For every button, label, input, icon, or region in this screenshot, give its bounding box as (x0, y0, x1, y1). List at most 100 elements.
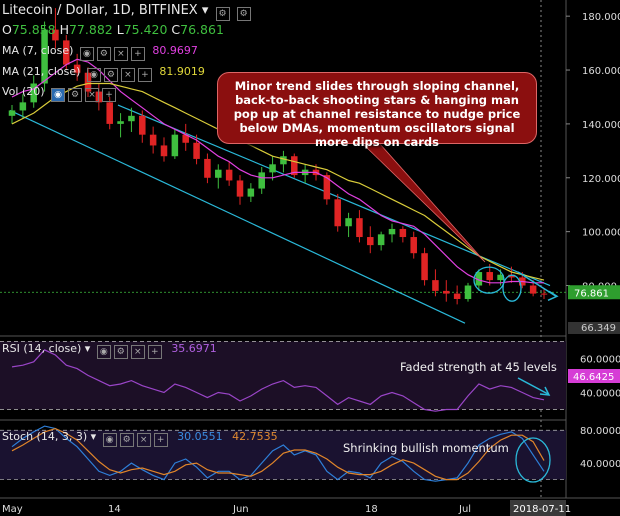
chevron-down-icon[interactable]: ▾ (201, 3, 209, 18)
channel-lower-line (9, 109, 466, 324)
date-tick-label: Jun (232, 504, 249, 515)
ma21-label: MA (21, close) (2, 65, 81, 78)
gear-icon[interactable]: ⚙ (236, 7, 251, 21)
candle-body (149, 134, 157, 146)
close-icon[interactable]: × (120, 68, 135, 82)
price-tick-label: 120.000 (582, 174, 620, 185)
analysis-callout: Minor trend slides through sloping chann… (217, 72, 537, 149)
settings-icon[interactable]: ⚙ (96, 47, 111, 61)
plus-icon[interactable]: + (130, 47, 145, 61)
rsi-band (0, 341, 566, 410)
stoch-d-line (11, 427, 545, 481)
candle-body (486, 272, 493, 281)
rsi-current-text: 46.6425 (573, 372, 614, 383)
eye-icon[interactable]: ◉ (51, 88, 66, 102)
settings-icon[interactable]: ⚙ (215, 7, 230, 21)
eye-icon[interactable]: ◉ (86, 68, 101, 82)
ma7-legend[interactable]: MA (7, close) ◉ ⚙ × + 80.9697 (2, 44, 198, 61)
date-highlight-text: 2018-07-11 (513, 504, 571, 515)
candle-body (356, 218, 363, 238)
candle-body (280, 156, 287, 165)
prev-price-badge (568, 322, 620, 334)
settings-icon[interactable]: ⚙ (119, 433, 134, 447)
rsi-legend[interactable]: RSI (14, close) ▾ ◉ ⚙ × + 35.6971 (2, 342, 217, 359)
rsi-value: 35.6971 (171, 342, 217, 355)
arrow-head (539, 386, 551, 396)
candle-body (443, 290, 450, 294)
rsi-current-badge (568, 369, 620, 383)
candle-body (182, 134, 189, 143)
close-label: C (171, 22, 181, 37)
last-price-text: 76.861 (574, 288, 609, 299)
candle-body (323, 175, 331, 200)
callout-pointer (362, 143, 486, 263)
rsi-tick-label: 60.0000 (580, 354, 620, 365)
candle-body (475, 272, 483, 286)
symbol-title-text: Litecoin / Dollar, 1D, BITFINEX (2, 3, 198, 18)
chevron-down-icon[interactable]: ▾ (90, 430, 97, 443)
close-icon[interactable]: × (85, 88, 100, 102)
date-tick-label: Jul (458, 504, 471, 515)
candle-body (52, 29, 59, 41)
settings-icon[interactable]: ⚙ (68, 88, 83, 102)
plus-icon[interactable]: + (102, 88, 117, 102)
date-highlight-badge (510, 500, 566, 516)
candle-body (291, 156, 298, 176)
eye-icon[interactable]: ◉ (79, 47, 94, 61)
price-tick-label: 100.000 (582, 228, 620, 239)
candle-body (497, 274, 504, 281)
ma21-legend[interactable]: MA (21, close) ◉ ⚙ × + 81.9019 (2, 65, 205, 82)
candle-body (63, 40, 70, 65)
stoch-k-line (11, 425, 545, 482)
candle-body (410, 237, 417, 254)
plus-icon[interactable]: + (137, 68, 152, 82)
stoch-note: Shrinking bullish momentum (343, 441, 509, 455)
symbol-title[interactable]: Litecoin / Dollar, 1D, BITFINEX ▾ ⚙ ⚙ (2, 3, 251, 21)
candle-body (8, 110, 16, 116)
candle-body (399, 228, 407, 238)
candle-body (73, 64, 81, 73)
rsi-arrow (517, 377, 549, 395)
candle-body (171, 134, 179, 157)
settings-icon[interactable]: ⚙ (113, 345, 128, 359)
stoch-tick-label: 40.0000 (580, 459, 620, 470)
vol-legend[interactable]: Vol (20) ◉ ⚙ × + (2, 85, 117, 102)
high-label: H (59, 22, 69, 37)
eye-icon[interactable]: ◉ (102, 433, 117, 447)
candle-body (453, 293, 461, 299)
stoch-circle (515, 437, 551, 483)
ohlc-readout: O75.858 H77.882 L75.420 C76.861 (2, 22, 224, 37)
candle-body (377, 234, 385, 246)
candle-body (236, 180, 244, 197)
stoch-legend[interactable]: Stoch (14, 3, 3) ▾ ◉ ⚙ × + 30.0551 42.7535 (2, 430, 278, 447)
candle-body (247, 188, 255, 197)
chevron-down-icon[interactable]: ▾ (84, 342, 91, 355)
ma7-value: 80.9697 (152, 44, 198, 57)
candle-body (204, 158, 211, 178)
ma7-label: MA (7, close) (2, 44, 74, 57)
plus-icon[interactable]: + (147, 345, 162, 359)
close-icon[interactable]: × (130, 345, 145, 359)
candle-body (269, 164, 276, 173)
candle-body (432, 280, 439, 291)
low-value: 75.420 (123, 22, 168, 37)
eye-icon[interactable]: ◉ (96, 345, 111, 359)
candle-body (84, 72, 92, 92)
stoch-d-value: 42.7535 (232, 430, 278, 443)
ma21-value: 81.9019 (159, 65, 205, 78)
stoch-label: Stoch (14, 3, 3) (2, 430, 88, 443)
rsi-note: Faded strength at 45 levels (400, 360, 557, 374)
candle-body (334, 199, 341, 227)
close-icon[interactable]: × (113, 47, 128, 61)
prev-price-text: 66.349 (581, 323, 616, 334)
settings-icon[interactable]: ⚙ (103, 68, 118, 82)
candle-body (540, 293, 548, 295)
close-icon[interactable]: × (136, 433, 151, 447)
candle-body (464, 285, 472, 299)
price-tick-label: 140.000 (582, 120, 620, 131)
open-label: O (2, 22, 12, 37)
stoch-k-value: 30.0551 (177, 430, 223, 443)
candle-body (225, 169, 233, 181)
plus-icon[interactable]: + (153, 433, 168, 447)
